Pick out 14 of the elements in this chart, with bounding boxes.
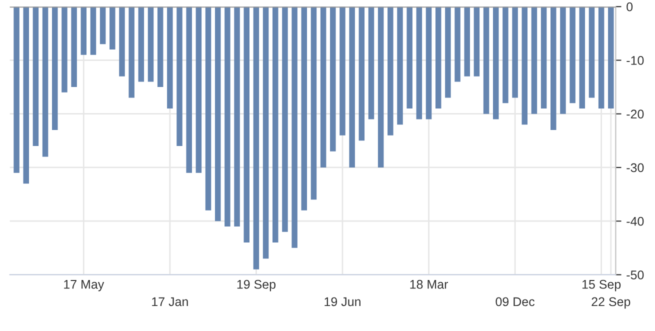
y-tick-label: -10 bbox=[626, 56, 644, 65]
x-tick-label: 22 Sep bbox=[592, 297, 630, 309]
x-tick-label: 17 May bbox=[64, 280, 104, 292]
y-tick-label: -50 bbox=[626, 270, 644, 280]
x-tick-label: 09 Dec bbox=[496, 297, 535, 306]
x-tick-label: 19 Sep bbox=[237, 280, 276, 292]
x-tick-label: 17 Jan bbox=[152, 297, 188, 306]
y-tick-label: 0 bbox=[626, 2, 633, 12]
y-tick-label: -40 bbox=[626, 216, 644, 226]
x-tick-label: 19 Jun bbox=[324, 297, 360, 306]
x-tick-label: 15 Sep bbox=[582, 280, 621, 292]
x-tick-label: 18 Mar bbox=[410, 280, 448, 289]
y-tick-label: -30 bbox=[626, 163, 644, 172]
y-tick-label: -20 bbox=[626, 110, 644, 119]
